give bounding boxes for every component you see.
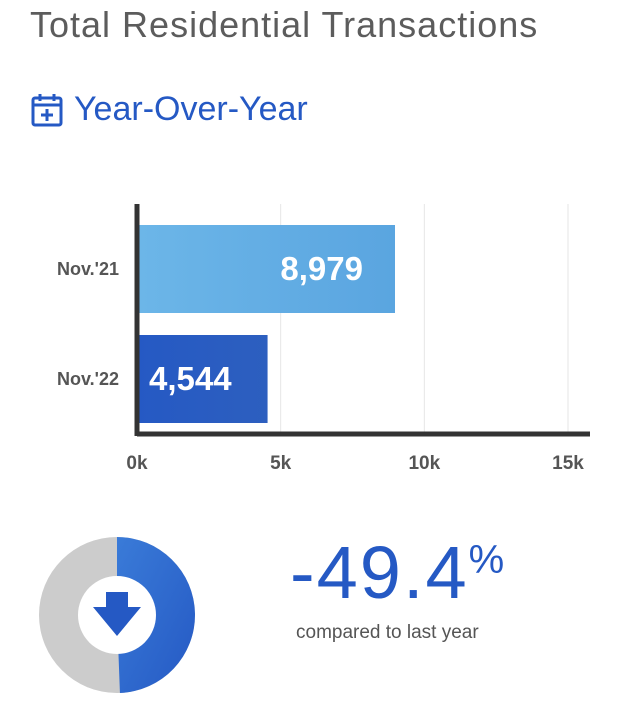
x-tick-label: 15k [552,453,584,474]
bar-value-label: 4,544 [149,360,232,397]
x-tick-label: 5k [270,453,292,474]
bar [137,335,268,423]
donut-fill [117,537,196,693]
bar-value-label: 8,979 [280,250,363,287]
category-label: Nov.'21 [57,259,119,279]
x-tick-label: 0k [126,453,148,474]
change-unit: % [468,538,507,582]
change-row: -49.4% [290,536,506,610]
chart-subtitle: Year-Over-Year [74,90,308,128]
change-donut [39,537,196,693]
bar-chart: 0k 5k 10k 15k 8,979 Nov.'21 4,544 Nov.'22 [57,204,590,474]
x-tick-label: 10k [408,453,440,474]
page-title: Total Residential Transactions [30,4,539,45]
category-label: Nov.'22 [57,369,119,389]
calendar-plus-icon [31,93,63,126]
subtitle-row: Year-Over-Year [30,90,308,129]
change-value: -49.4% [290,531,507,614]
bar [137,225,395,313]
arrow-down-icon [93,592,141,636]
change-caption: compared to last year [296,622,479,643]
